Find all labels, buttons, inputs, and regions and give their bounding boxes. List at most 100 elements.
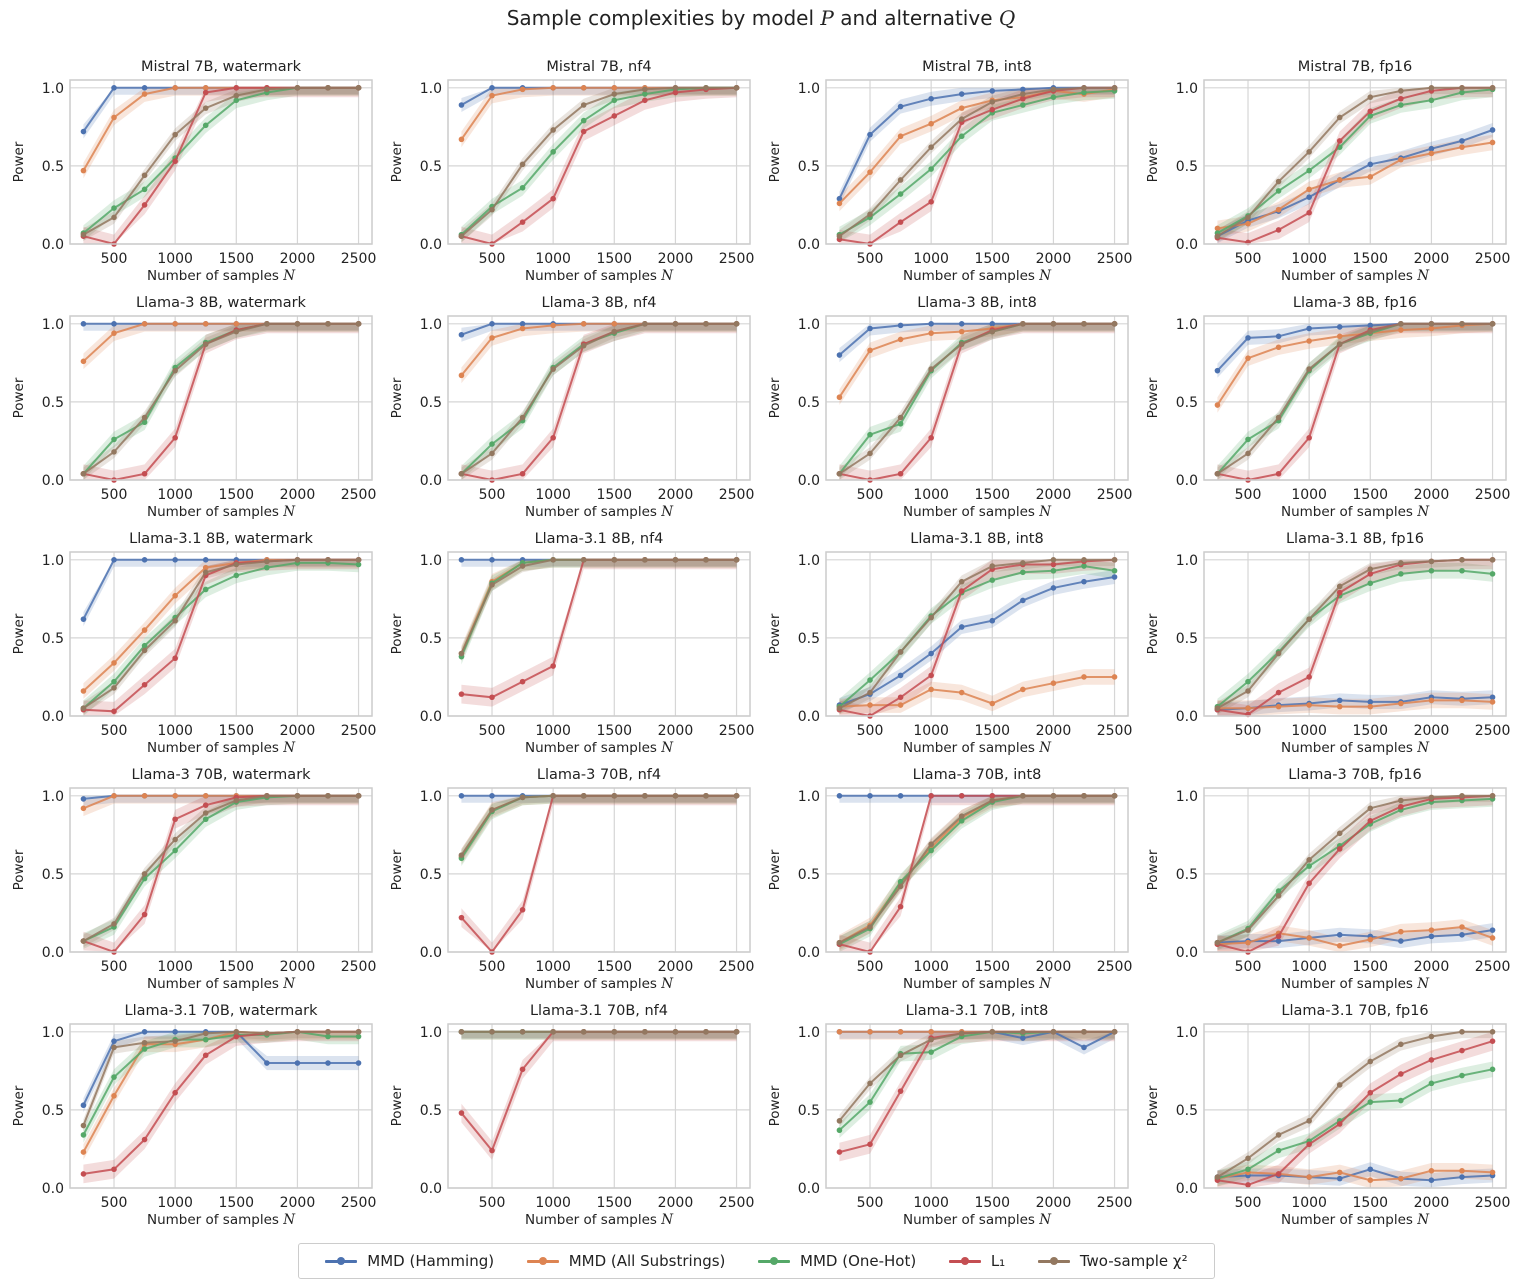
x-axis-label: Number of samples N (525, 976, 674, 992)
series-line-onehot (1216, 569, 1493, 708)
legend-label: MMD (All Substrings) (568, 1252, 726, 1270)
y-tick-label: 0.5 (798, 395, 820, 411)
panel-3: Mistral 7B, fp16 500 1000 1500 2000 2500 0.0 0.… (1145, 59, 1510, 284)
legend-swatch (526, 1256, 559, 1265)
x-tick-label: 2500 (1097, 959, 1133, 975)
data-point-chi2 (489, 1029, 495, 1035)
x-tick-label: 500 (101, 1195, 128, 1211)
data-point-chi2 (325, 321, 331, 327)
confidence-band-onehot (1217, 562, 1493, 715)
data-point-onehot (1245, 678, 1251, 685)
data-point-chi2 (1020, 1029, 1026, 1035)
data-point-substr (958, 105, 965, 111)
data-point-substr (958, 328, 965, 335)
data-point-chi2 (1306, 857, 1312, 863)
data-point-substr (1398, 327, 1404, 333)
series-line-chi2 (82, 1030, 359, 1126)
data-point-hamming (172, 557, 178, 563)
panel-title: Llama-3 8B, nf4 (542, 295, 657, 311)
data-point-chi2 (202, 105, 209, 111)
data-point-chi2 (550, 127, 556, 133)
data-point-l1 (1459, 1047, 1465, 1054)
data-point-chi2 (1081, 557, 1087, 563)
x-axis-label: Number of samples N (147, 976, 296, 992)
data-point-hamming (1275, 333, 1282, 340)
data-point-chi2 (489, 450, 495, 457)
panel-title: Llama-3 70B, watermark (131, 767, 311, 783)
series-line-onehot (1217, 1068, 1493, 1180)
data-point-hamming (80, 616, 87, 622)
data-point-substr (1398, 700, 1404, 707)
x-tick-label: 500 (1235, 1195, 1262, 1211)
axes-frame (1203, 787, 1507, 953)
data-point-chi2 (836, 233, 843, 239)
confidence-band-onehot (461, 795, 737, 867)
data-point-chi2 (611, 328, 618, 335)
data-point-chi2 (141, 172, 148, 179)
data-point-chi2 (642, 793, 648, 799)
data-point-onehot (958, 818, 965, 824)
data-point-chi2 (355, 793, 362, 799)
confidence-band-hamming (839, 1031, 1115, 1055)
data-point-chi2 (733, 557, 740, 563)
legend-label: Two-sample χ² (1079, 1252, 1188, 1270)
data-point-chi2 (1111, 557, 1118, 563)
panel-title: Mistral 7B, watermark (141, 59, 302, 75)
x-tick-label: 2000 (1414, 1195, 1450, 1211)
data-point-chi2 (989, 563, 996, 569)
y-tick-label: 1.0 (42, 553, 64, 569)
data-point-hamming (80, 1102, 87, 1109)
data-point-onehot (141, 642, 148, 649)
data-point-chi2 (1367, 328, 1374, 335)
y-tick-label: 0.5 (1176, 867, 1198, 883)
x-tick-label: 500 (479, 959, 506, 975)
data-point-l1 (202, 1052, 209, 1059)
data-point-onehot (141, 1046, 148, 1052)
y-tick-label: 1.0 (1176, 81, 1198, 97)
data-point-substr (1306, 935, 1312, 941)
x-tick-label: 2500 (341, 487, 377, 503)
y-tick-label: 1.0 (798, 553, 820, 569)
data-point-substr (1245, 220, 1251, 227)
x-axis-label: Number of samples N (147, 268, 296, 284)
confidence-band-substr (1217, 134, 1493, 237)
data-point-chi2 (1459, 793, 1465, 799)
data-point-onehot (611, 97, 618, 104)
data-point-substr (1459, 144, 1465, 150)
data-point-substr (1428, 150, 1435, 157)
confidence-band-substr (461, 1031, 737, 1040)
data-point-substr (897, 702, 904, 708)
data-point-hamming (836, 352, 843, 358)
data-point-substr (1336, 333, 1343, 340)
data-point-chi2 (1367, 566, 1374, 572)
data-point-hamming (1020, 1035, 1026, 1041)
x-tick-label: 2500 (1475, 251, 1511, 267)
confidence-band-hamming (461, 1031, 737, 1039)
y-axis-label: Power (11, 1085, 27, 1126)
y-tick-label: 0.5 (798, 867, 820, 883)
data-point-chi2 (989, 99, 996, 105)
data-point-l1 (1306, 435, 1312, 441)
confidence-band-l1 (1217, 1031, 1493, 1188)
data-point-substr (1398, 928, 1404, 935)
confidence-band-l1 (83, 1031, 359, 1184)
data-point-chi2 (233, 92, 240, 99)
panel-title: Mistral 7B, fp16 (1298, 59, 1412, 75)
axes-frame (1203, 315, 1507, 481)
data-point-hamming (1367, 322, 1374, 329)
data-point-chi2 (642, 321, 648, 327)
data-point-substr (867, 169, 873, 175)
data-point-l1 (519, 219, 526, 225)
data-point-substr (836, 200, 843, 207)
y-tick-label: 1.0 (420, 553, 442, 569)
data-point-chi2 (1050, 86, 1057, 93)
data-point-hamming (867, 131, 873, 138)
data-point-substr (1081, 674, 1087, 680)
x-tick-label: 2000 (1414, 959, 1450, 975)
panel-18: Llama-3.1 70B, int8 500 1000 1500 2000 2500 0.… (767, 1003, 1132, 1228)
x-tick-label: 2000 (1414, 251, 1450, 267)
x-tick-label: 2500 (719, 723, 755, 739)
data-point-onehot (202, 586, 209, 593)
y-axis-label: Power (389, 613, 405, 654)
data-point-onehot (897, 420, 904, 427)
